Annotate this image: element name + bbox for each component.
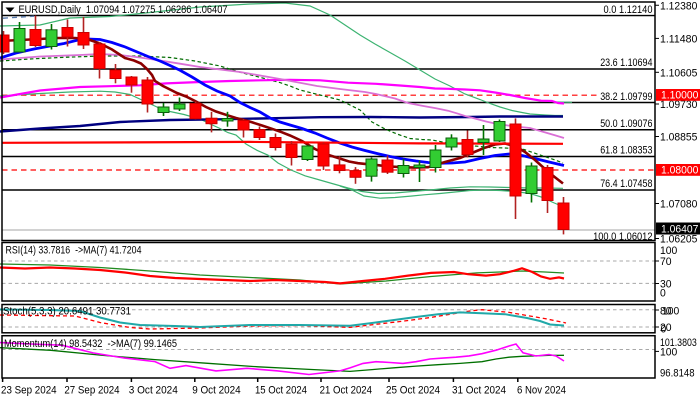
svg-text:1.10000: 1.10000 bbox=[661, 90, 698, 102]
svg-text:100: 100 bbox=[660, 346, 677, 358]
svg-text:0: 0 bbox=[661, 324, 667, 336]
svg-text:1.07080: 1.07080 bbox=[660, 199, 697, 211]
svg-text:25 Oct 2024: 25 Oct 2024 bbox=[386, 385, 440, 397]
svg-text:1.06407: 1.06407 bbox=[661, 223, 698, 235]
svg-text:0: 0 bbox=[660, 288, 666, 300]
svg-text:1.11480: 1.11480 bbox=[660, 33, 697, 45]
svg-text:1.10605: 1.10605 bbox=[660, 67, 697, 79]
svg-text:21 Oct 2024: 21 Oct 2024 bbox=[320, 385, 372, 397]
svg-text:70: 70 bbox=[660, 256, 672, 268]
svg-text:1.08000: 1.08000 bbox=[661, 165, 698, 177]
svg-text:3 Oct 2024: 3 Oct 2024 bbox=[129, 385, 178, 397]
svg-text:EURUSD,Daily 1.07094 1.07275: EURUSD,Daily 1.07094 1.07275 1.06286 1.0… bbox=[19, 4, 228, 16]
svg-text:9 Oct 2024: 9 Oct 2024 bbox=[192, 385, 241, 397]
svg-text:RSI(14) 33.7816 ->MA(7) 41.72: RSI(14) 33.7816 ->MA(7) 41.7204 bbox=[6, 245, 142, 257]
svg-text:Momentum(14) 98.5432 ->MA(7): Momentum(14) 98.5432 ->MA(7) 99.1465 bbox=[4, 338, 177, 350]
svg-text:23.6 1.10694: 23.6 1.10694 bbox=[600, 57, 652, 69]
svg-text:31 Oct 2024: 31 Oct 2024 bbox=[452, 385, 506, 397]
svg-text:Stoch(5,3,3) 20.6491 30.7731: Stoch(5,3,3) 20.6491 30.7731 bbox=[3, 306, 131, 318]
svg-text:1.12380: 1.12380 bbox=[660, 0, 697, 12]
svg-text:80: 80 bbox=[660, 306, 672, 318]
svg-text:23 Sep 2024: 23 Sep 2024 bbox=[1, 385, 57, 397]
svg-text:1.08855: 1.08855 bbox=[660, 132, 697, 144]
svg-text:6 Nov 2024: 6 Nov 2024 bbox=[517, 385, 566, 397]
svg-text:76.4 1.07458: 76.4 1.07458 bbox=[600, 178, 652, 190]
svg-text:61.8 1.08353: 61.8 1.08353 bbox=[600, 144, 652, 156]
svg-text:96.8148: 96.8148 bbox=[660, 367, 695, 379]
svg-text:38.2 1.09799: 38.2 1.09799 bbox=[600, 91, 652, 103]
svg-text:15 Oct 2024: 15 Oct 2024 bbox=[255, 385, 307, 397]
svg-text:27 Sep 2024: 27 Sep 2024 bbox=[64, 385, 119, 397]
svg-text:0.0 1.12140: 0.0 1.12140 bbox=[604, 4, 653, 16]
svg-text:50.0 1.09076: 50.0 1.09076 bbox=[600, 118, 652, 130]
